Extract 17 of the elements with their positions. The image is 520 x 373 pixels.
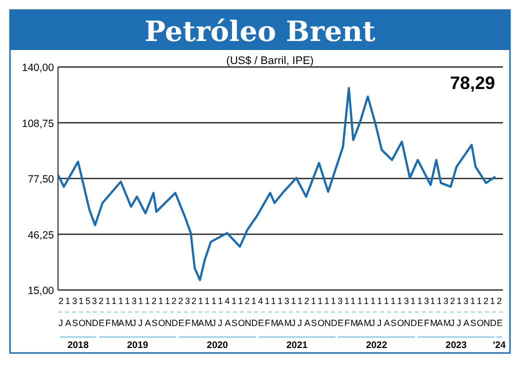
x-tick-label: 2018 <box>67 340 89 351</box>
y-tick-label: 108,75 <box>22 118 54 130</box>
text: 2131532111131121122321111411214111311211113111111111311311321311212 <box>58 296 502 306</box>
x-tick-label: 2020 <box>206 340 228 351</box>
annotation: 78,29 <box>450 73 495 93</box>
chart-subtitle: (US$ / Barril, IPE) <box>226 55 314 67</box>
x-tick-label: 2022 <box>366 340 388 351</box>
y-tick-label: 15,00 <box>28 285 54 297</box>
x-tick-label: '24 <box>492 340 506 351</box>
x-tick-label: 2023 <box>446 340 467 351</box>
x-tick-label: 2021 <box>286 340 308 351</box>
y-tick-label: 46,25 <box>28 229 54 242</box>
y-tick-label: 140,00 <box>22 62 54 74</box>
y-tick-label: 77,50 <box>28 174 54 186</box>
x-tick-label: 2019 <box>127 340 148 351</box>
text: JASONDEFMAMJJASONDEFMAMJJASONDEFMAMJJASONDEFMAMJJASONDEFMAMJJASONDE <box>58 318 503 328</box>
chart-title: Petróleo Brent <box>144 15 376 48</box>
